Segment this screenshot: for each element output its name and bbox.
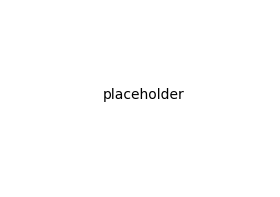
Text: placeholder: placeholder bbox=[103, 88, 184, 102]
